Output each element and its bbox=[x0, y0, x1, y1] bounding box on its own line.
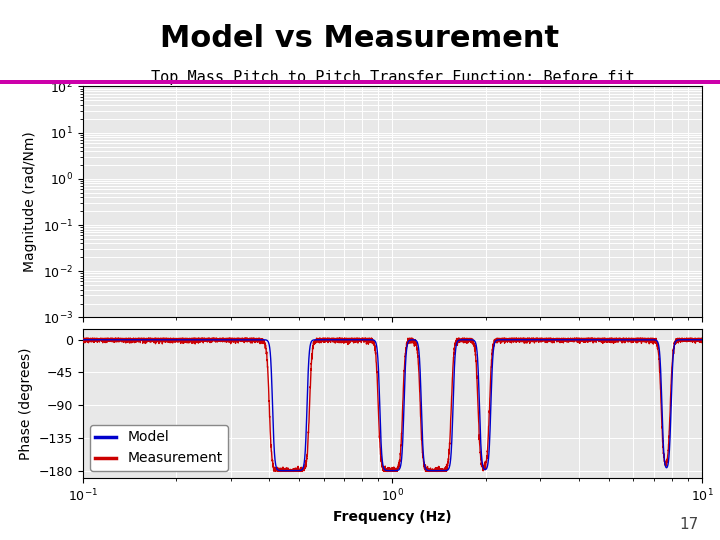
Legend: Model, Measurement: Model, Measurement bbox=[90, 425, 228, 471]
Y-axis label: Phase (degrees): Phase (degrees) bbox=[19, 347, 33, 460]
Text: Model vs Measurement: Model vs Measurement bbox=[161, 24, 559, 53]
X-axis label: Frequency (Hz): Frequency (Hz) bbox=[333, 510, 451, 524]
Y-axis label: Magnitude (rad/Nm): Magnitude (rad/Nm) bbox=[23, 132, 37, 272]
Text: 17: 17 bbox=[679, 517, 698, 532]
Title: Top Mass Pitch to Pitch Transfer Function: Before fit: Top Mass Pitch to Pitch Transfer Functio… bbox=[150, 70, 634, 85]
